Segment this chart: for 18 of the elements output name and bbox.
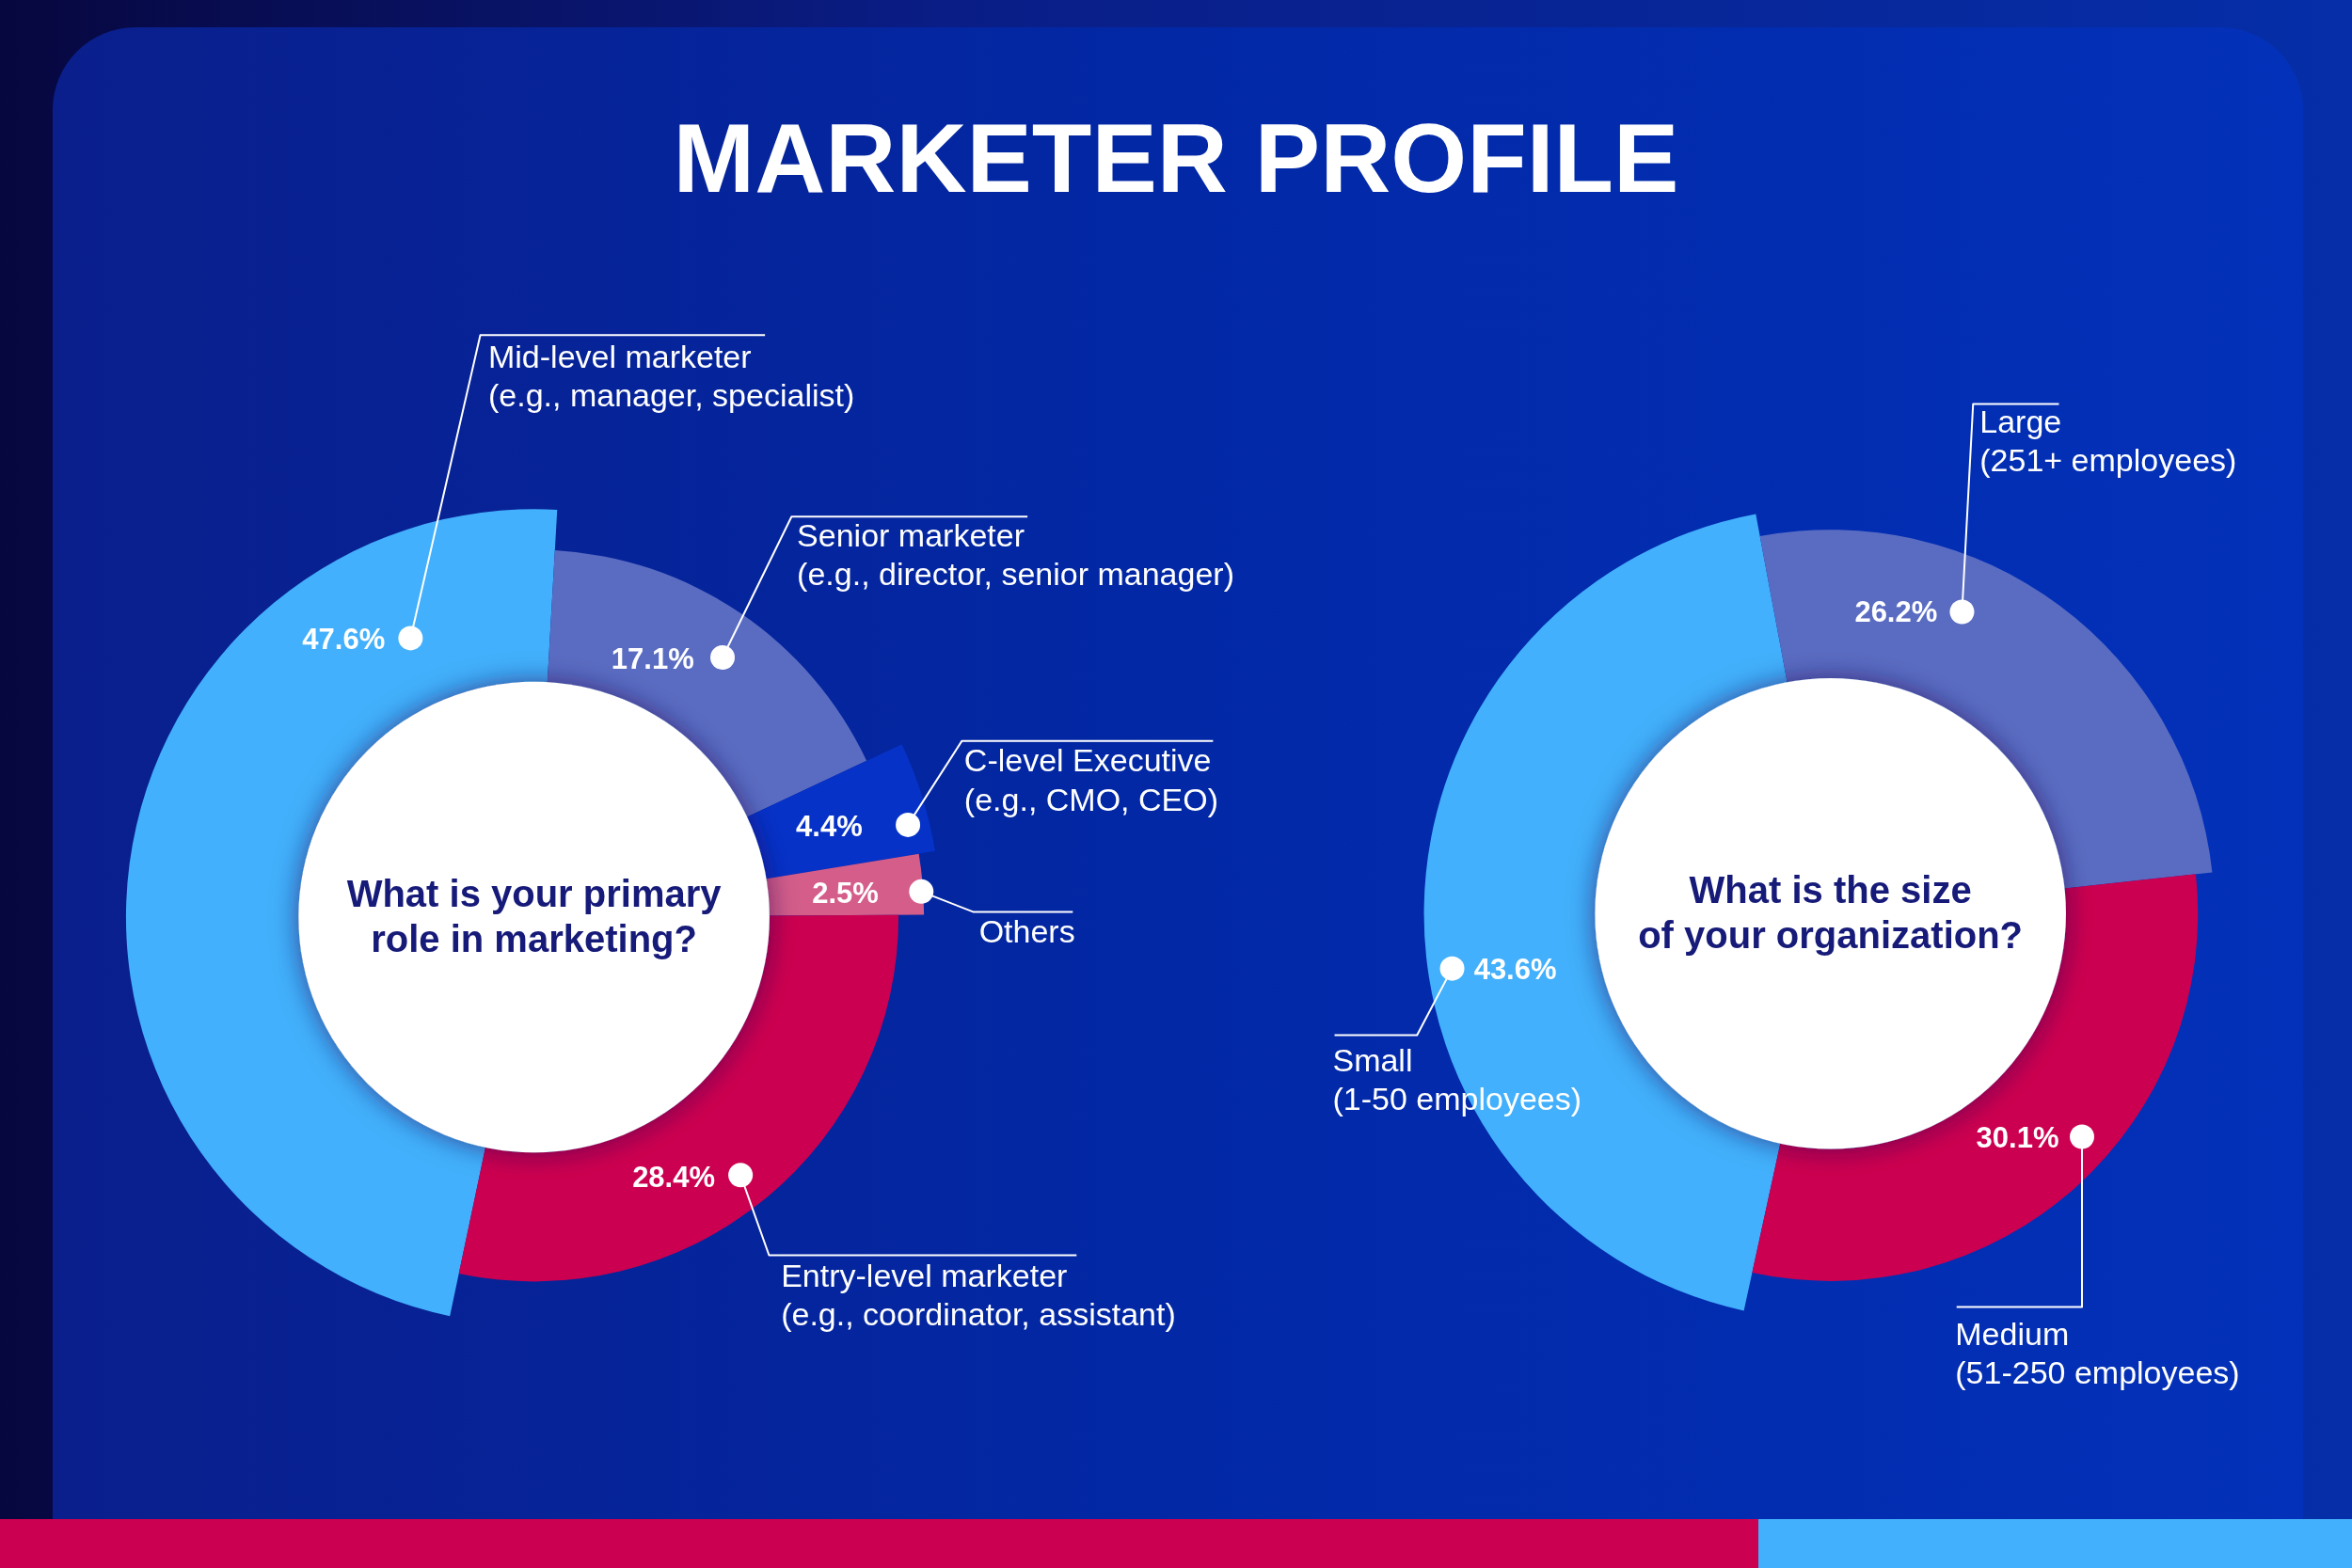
data-label: 43.6%: [1473, 952, 1557, 986]
data-label: 28.4%: [632, 1160, 716, 1194]
slice-label: Medium (51-250 employees): [1955, 1315, 2240, 1390]
slice-label: Others: [978, 913, 1075, 950]
data-label: 17.1%: [611, 642, 694, 676]
data-label: 26.2%: [1854, 595, 1938, 629]
data-label: 2.5%: [812, 876, 879, 910]
slice-label: Mid-level marketer (e.g., manager, specialist): [487, 338, 855, 414]
data-label: 47.6%: [302, 623, 386, 657]
data-label: 4.4%: [796, 809, 863, 843]
slice-label: C-level Executive (e.g., CMO, CEO): [963, 742, 1219, 817]
text: MARKETER PROFILE: [673, 103, 1679, 213]
slice-label: Large (251+ employees): [1979, 403, 2237, 479]
text: What is your primary role in marketing?: [346, 872, 723, 959]
data-label: 30.1%: [1976, 1120, 2059, 1154]
slice-label: Entry-level marketer (e.g., coordinator, assistant): [781, 1257, 1176, 1333]
text: What is the size of your organization?: [1638, 869, 2024, 956]
slice-label: Senior marketer (e.g., director, senior manager): [797, 516, 1234, 593]
